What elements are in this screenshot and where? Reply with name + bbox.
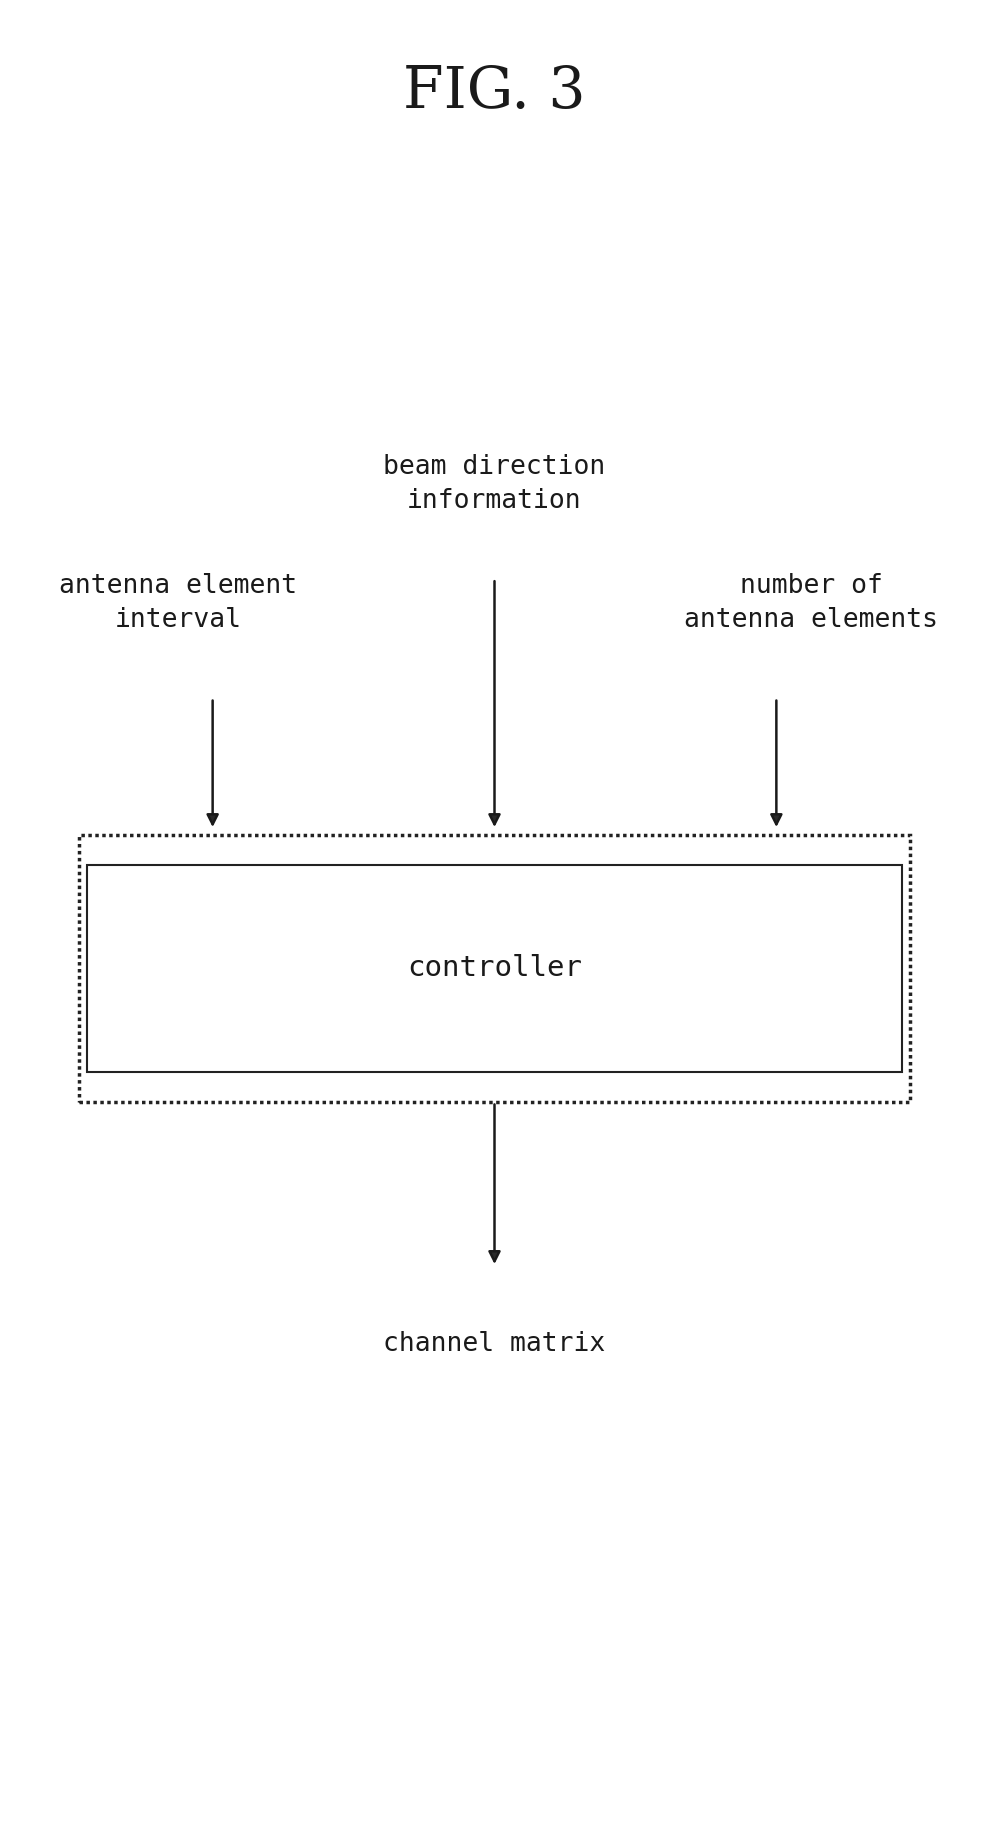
Text: antenna element
interval: antenna element interval — [59, 573, 297, 633]
Text: beam direction
information: beam direction information — [384, 453, 605, 514]
Text: FIG. 3: FIG. 3 — [404, 64, 585, 121]
Bar — [87, 865, 902, 1072]
Text: channel matrix: channel matrix — [384, 1331, 605, 1357]
Text: controller: controller — [407, 955, 582, 982]
Text: number of
antenna elements: number of antenna elements — [684, 573, 938, 633]
Bar — [79, 835, 910, 1102]
